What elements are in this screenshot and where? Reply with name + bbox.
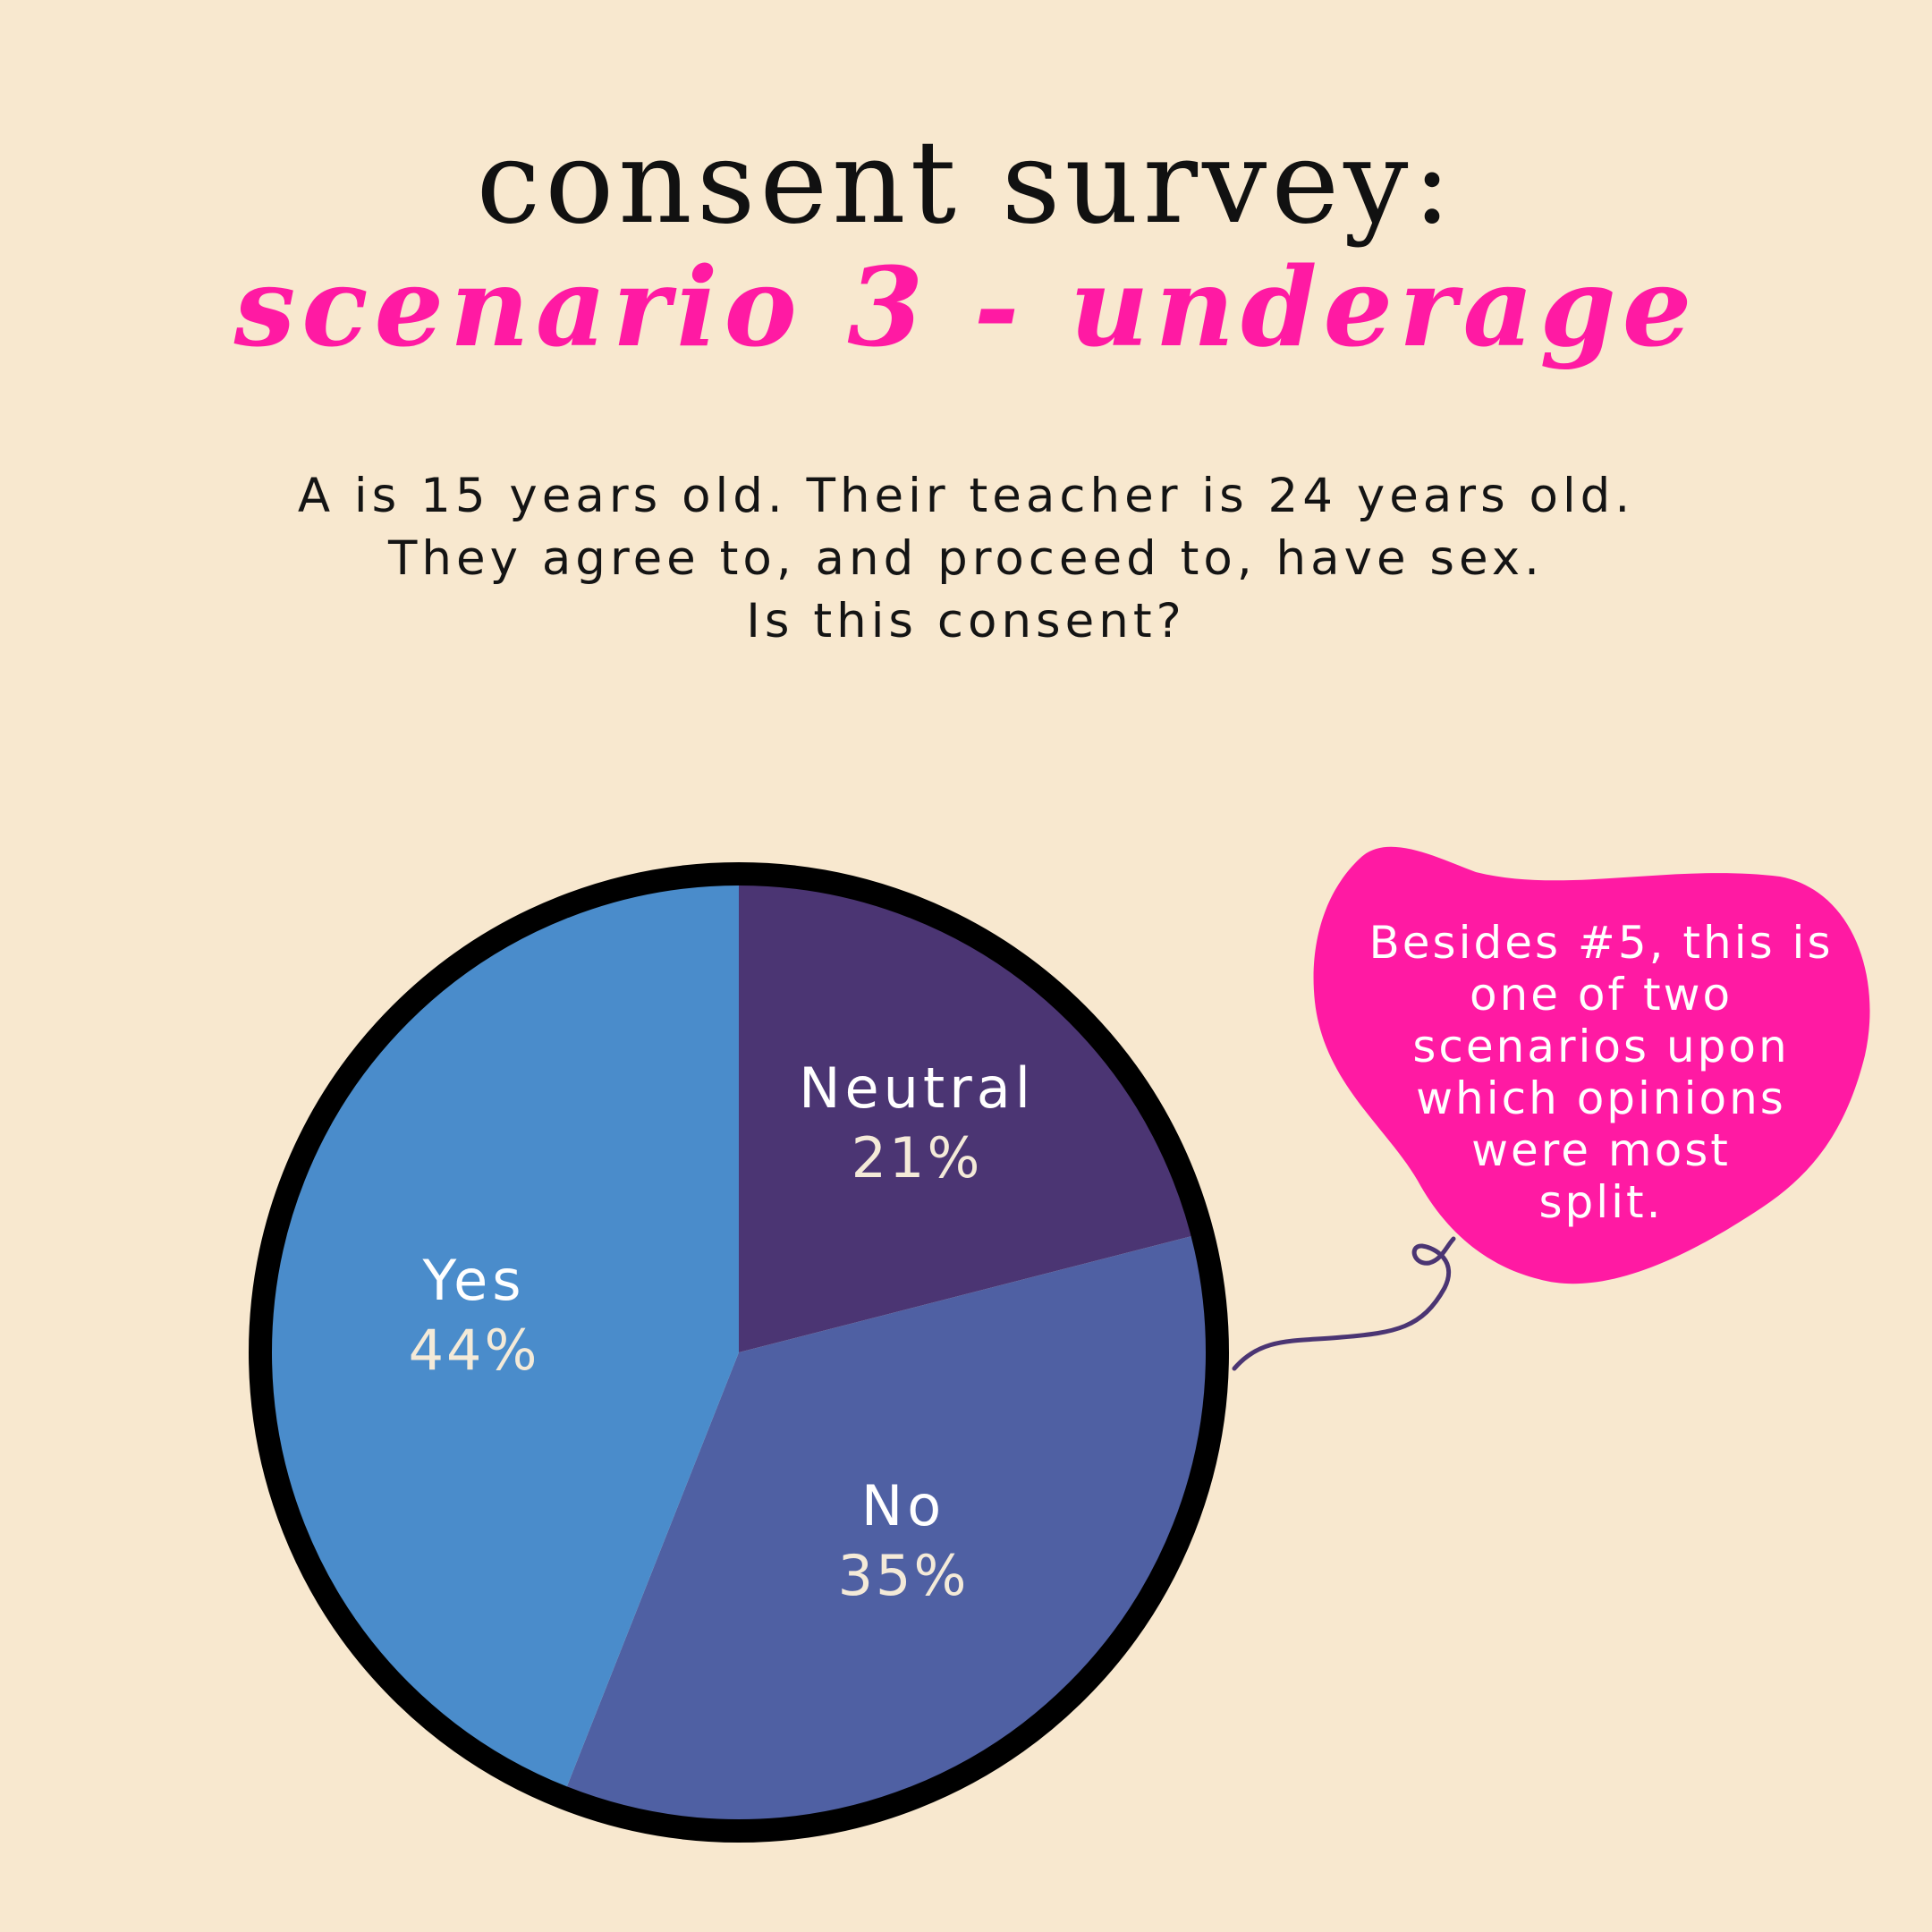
scenario-question: A is 15 years old. Their teacher is 24 y… [0, 465, 1932, 653]
pie-slice-neutral [739, 874, 1203, 1352]
question-line-2: They agree to, and proceed to, have sex. [388, 531, 1544, 586]
page-title: consent survey: [476, 116, 1456, 250]
callout-bubble [1313, 846, 1870, 1284]
callout-line-5: were most [1471, 1124, 1731, 1176]
callout-line-3: scenarios upon [1412, 1021, 1790, 1072]
question-line-1: A is 15 years old. Their teacher is 24 y… [297, 469, 1635, 523]
pie-slice-yes [260, 874, 740, 1798]
callout-line-4: which opinions [1416, 1072, 1786, 1124]
slice-label-no: No [861, 1473, 945, 1538]
pie-outline [249, 862, 1229, 1843]
slice-label-neutral: Neutral [799, 1055, 1035, 1121]
slice-value-yes: 44% [409, 1318, 540, 1383]
callout-text: Besides #5, this is one of two scenarios… [1333, 917, 1869, 1228]
slice-value-neutral: 21% [852, 1125, 983, 1191]
slice-value-no: 35% [838, 1543, 970, 1608]
page-subtitle: scenario 3 - underage [233, 242, 1699, 371]
question-line-3: Is this consent? [746, 594, 1186, 648]
callout-line-6: split. [1538, 1176, 1664, 1228]
callout-line-1: Besides #5, this is [1368, 917, 1834, 969]
callout-line-2: one of two [1469, 969, 1733, 1021]
callout-tail [1232, 1236, 1456, 1371]
slice-label-yes: Yes [421, 1248, 525, 1313]
pie-slice-no [563, 1233, 1218, 1831]
pie-slices [260, 874, 1218, 1831]
